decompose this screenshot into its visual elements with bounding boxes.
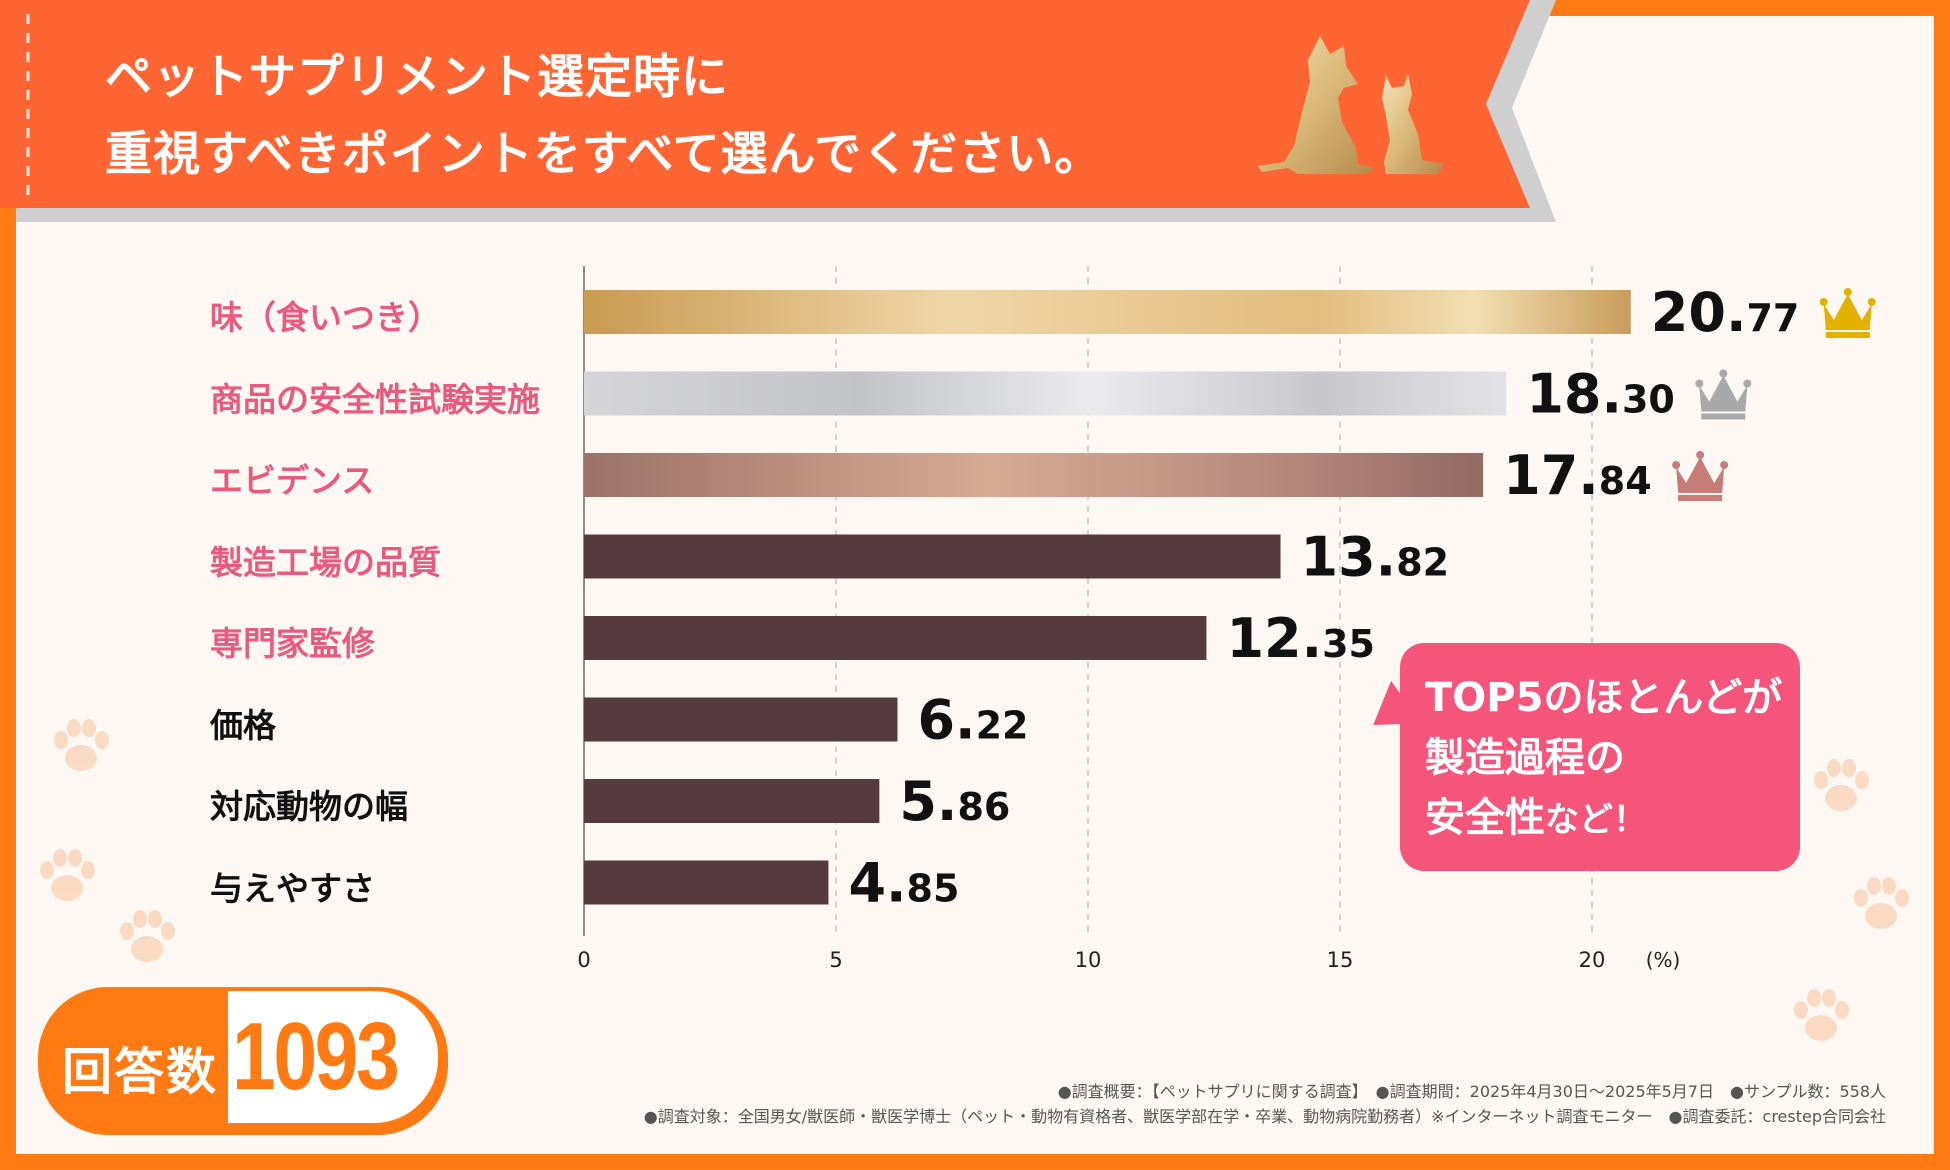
paw-icon	[54, 719, 109, 771]
bar-value-label: 12.35	[1226, 607, 1375, 670]
bar-value-int: 4.	[848, 852, 906, 915]
bar-value-label: 4.85	[848, 852, 959, 915]
respondent-count-label: 回答数	[62, 1043, 218, 1101]
bar	[584, 534, 1281, 579]
category-label: エビデンス	[210, 461, 375, 500]
bar-value-decimal: 85	[907, 867, 960, 911]
category-label: 与えやすさ	[210, 868, 375, 908]
callout-line-3: 安全性など！	[1425, 788, 1782, 850]
paw-icon	[120, 910, 175, 962]
bar-value-int: 5.	[899, 770, 957, 833]
x-tick-label: 10	[1075, 948, 1102, 972]
x-tick-label: 20	[1579, 948, 1606, 972]
callout-line-1: TOP5のほとんどが	[1425, 675, 1783, 721]
bar-value-decimal: 86	[957, 785, 1010, 829]
bar-value-label: 5.86	[899, 770, 1010, 833]
bar	[584, 616, 1207, 660]
bar	[584, 290, 1631, 334]
bar-value-int: 6.	[917, 689, 975, 752]
bar-value-decimal: 35	[1322, 622, 1375, 666]
bar-value-decimal: 84	[1599, 459, 1652, 503]
respondent-count-box	[228, 991, 438, 1123]
crown-icon	[1672, 451, 1729, 501]
title-line-1: ペットサプリメント選定時に	[105, 50, 729, 105]
category-label: 価格	[210, 705, 276, 745]
bar-value-label: 20.77	[1651, 281, 1800, 344]
bar-value-decimal: 77	[1746, 296, 1799, 340]
bar-value-int: 18.	[1526, 363, 1622, 426]
x-tick-label: 5	[829, 948, 842, 972]
category-label: 製造工場の品質	[210, 542, 441, 582]
bar-value-int: 13.	[1301, 526, 1397, 589]
dog-cat-silhouette-icon	[1258, 36, 1444, 174]
bar	[584, 371, 1507, 416]
callout-line-3-big: 安全性	[1425, 795, 1545, 841]
bar-value-label: 18.30	[1526, 363, 1675, 426]
title-line-2: 重視すべきポイントをすべて選んでください。	[105, 127, 1103, 182]
bar	[584, 453, 1484, 497]
respondent-count-value: 1093	[232, 1003, 400, 1110]
paw-icon	[1814, 759, 1869, 811]
bar-value-int: 17.	[1503, 444, 1599, 507]
callout-text: TOP5のほとんどが 製造過程の 安全性など！	[1425, 668, 1782, 850]
category-label: 味（食いつき）	[210, 298, 441, 337]
bar-value-int: 12.	[1226, 607, 1322, 670]
bar	[584, 860, 829, 905]
category-label: 商品の安全性試験実施	[210, 379, 540, 419]
callout-box	[1400, 643, 1800, 871]
category-label: 対応動物の幅	[210, 787, 408, 826]
bar	[584, 779, 880, 823]
crown-icon	[1819, 288, 1876, 338]
title-banner	[0, 0, 1556, 222]
survey-summary-line: ●調査概要：【ペットサプリに関する調査】 ●調査期間：2025年4月30日～20…	[1057, 1082, 1886, 1101]
x-tick-label: 0	[577, 948, 590, 972]
paw-icon	[1854, 877, 1909, 929]
category-label: 専門家監修	[210, 624, 375, 663]
callout-line-2: 製造過程の	[1425, 735, 1625, 781]
bar-value-decimal: 22	[976, 704, 1029, 748]
bar-value-label: 6.22	[917, 689, 1028, 752]
paw-icon	[40, 849, 95, 901]
x-axis-unit: (%)	[1646, 948, 1681, 972]
callout-line-3-small: など！	[1545, 800, 1647, 840]
bar-value-label: 13.82	[1301, 526, 1450, 589]
bar-value-int: 20.	[1651, 281, 1747, 344]
bar-value-decimal: 30	[1622, 378, 1675, 422]
x-tick-label: 15	[1327, 948, 1354, 972]
paw-icon	[1794, 989, 1849, 1041]
bar	[584, 697, 898, 742]
crown-icon	[1695, 369, 1752, 420]
survey-target-line: ●調査対象：全国男女/獣医師・獣医学博士（ペット・動物有資格者、獣医学部在学・卒…	[643, 1107, 1886, 1126]
bar-value-label: 17.84	[1503, 444, 1652, 507]
bar-value-decimal: 82	[1396, 541, 1449, 585]
